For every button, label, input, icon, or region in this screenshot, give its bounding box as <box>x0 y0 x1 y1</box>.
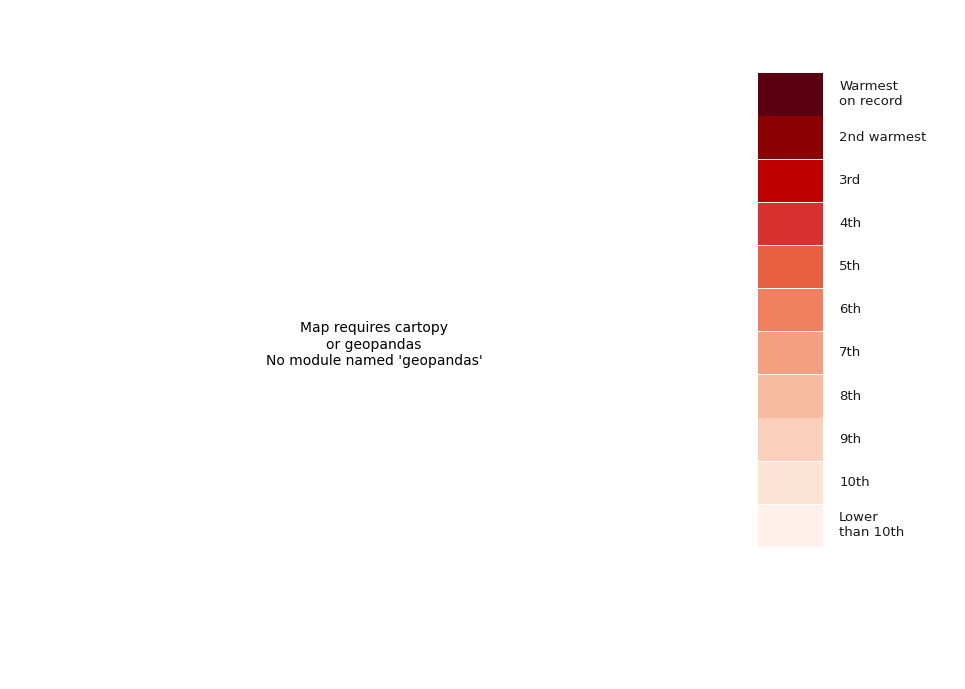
Text: 4th: 4th <box>839 217 861 230</box>
Text: Map requires cartopy
or geopandas
No module named 'geopandas': Map requires cartopy or geopandas No mod… <box>265 321 482 368</box>
Bar <box>758 505 823 547</box>
Bar <box>758 289 823 331</box>
Text: 2nd warmest: 2nd warmest <box>839 131 926 144</box>
Text: Lower
than 10th: Lower than 10th <box>839 511 904 539</box>
Bar <box>758 462 823 504</box>
Bar <box>758 376 823 418</box>
Text: 6th: 6th <box>839 303 861 316</box>
Text: Warmest
on record: Warmest on record <box>839 80 902 108</box>
Text: 8th: 8th <box>839 389 861 402</box>
Text: 3rd: 3rd <box>839 174 862 187</box>
Bar <box>758 116 823 158</box>
Bar <box>758 418 823 461</box>
Bar <box>758 332 823 375</box>
Text: 9th: 9th <box>839 433 861 446</box>
Bar <box>758 203 823 245</box>
Bar <box>758 246 823 288</box>
Bar <box>758 73 823 116</box>
Text: 5th: 5th <box>839 260 862 273</box>
Text: 7th: 7th <box>839 347 862 360</box>
Bar <box>758 160 823 202</box>
Text: 10th: 10th <box>839 476 869 489</box>
